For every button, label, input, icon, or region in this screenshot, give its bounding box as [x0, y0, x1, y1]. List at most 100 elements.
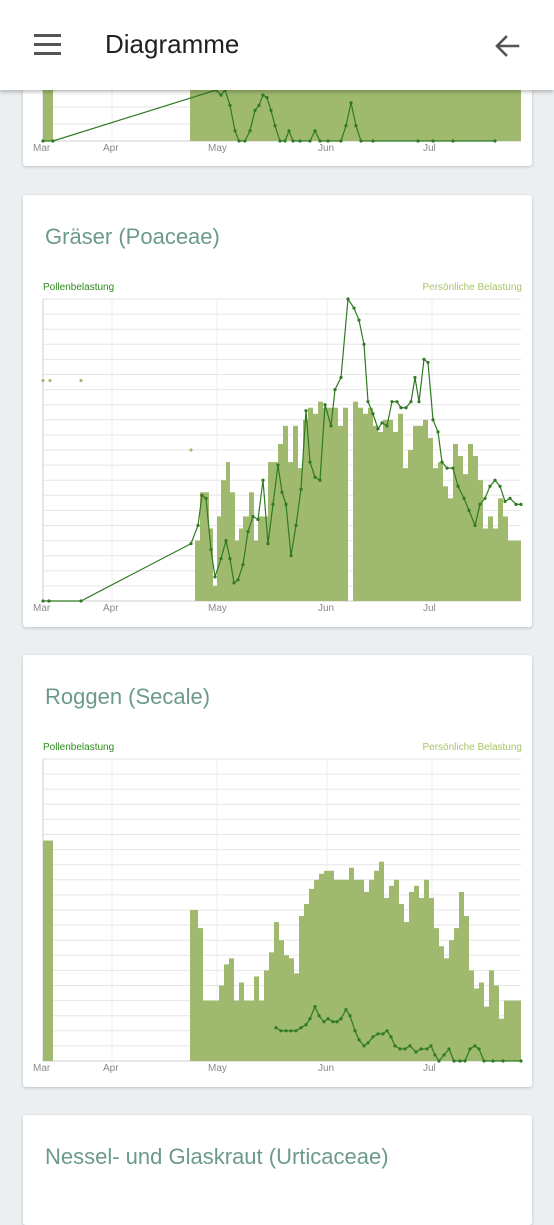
bar [229, 958, 234, 1061]
data-point [478, 502, 482, 506]
data-point [399, 406, 403, 410]
data-point [284, 1029, 288, 1033]
data-point [483, 496, 487, 500]
bar [259, 1000, 264, 1061]
data-point [209, 548, 213, 552]
data-point [357, 1038, 361, 1042]
bar [209, 1000, 214, 1061]
bar [424, 879, 429, 1061]
bar [383, 419, 388, 601]
data-point [339, 139, 343, 143]
data-point [291, 139, 295, 143]
x-tick-label: Jul [423, 1063, 436, 1074]
data-point [447, 1047, 451, 1051]
data-point [348, 1014, 352, 1018]
bar [283, 425, 288, 601]
data-point [445, 466, 449, 470]
line-series [41, 297, 523, 603]
x-tick-label: Jul [423, 603, 436, 614]
bar [463, 474, 468, 601]
data-point [41, 599, 45, 603]
bar [494, 985, 499, 1061]
data-point [498, 484, 502, 488]
data-point [385, 424, 389, 428]
bar [279, 940, 284, 1061]
bar [509, 1000, 521, 1061]
data-point [256, 517, 260, 522]
data-point [452, 1059, 456, 1063]
bar [454, 928, 459, 1061]
data-point [408, 1044, 412, 1048]
arrow-back-icon[interactable] [492, 31, 522, 61]
data-point [422, 357, 426, 361]
bar [274, 922, 279, 1061]
data-point [253, 108, 257, 112]
data-point [473, 1044, 477, 1048]
data-point [451, 466, 455, 470]
bar [344, 879, 349, 1061]
bar [354, 879, 359, 1061]
bar [349, 867, 354, 1061]
data-point [359, 139, 363, 143]
bar [433, 468, 438, 601]
bar [369, 879, 374, 1061]
bar [363, 413, 368, 601]
data-point [287, 129, 291, 133]
bar [414, 885, 419, 1061]
data-point [458, 1059, 462, 1063]
data-point [344, 124, 348, 128]
data-point [398, 1047, 402, 1051]
bar-series [43, 90, 521, 141]
bar [284, 955, 289, 1061]
data-point [353, 1029, 357, 1033]
data-point [241, 563, 245, 567]
bar [239, 528, 243, 601]
data-point [473, 523, 477, 528]
page-title: Diagramme [105, 29, 240, 59]
x-tick-label: May [208, 1063, 227, 1074]
bar [399, 903, 404, 1061]
bar [338, 425, 343, 601]
data-point [47, 599, 51, 603]
bar [419, 897, 424, 1061]
bar [244, 1000, 249, 1061]
data-point [224, 539, 228, 543]
bar [324, 870, 329, 1061]
bar [319, 873, 324, 1061]
bar [478, 480, 483, 601]
bar [483, 528, 488, 601]
bar [289, 958, 294, 1061]
data-point [236, 578, 240, 582]
menu-icon[interactable] [34, 34, 62, 56]
bar [214, 1000, 219, 1061]
data-point [409, 400, 413, 404]
chart-card-nessel: Nessel- und Glaskraut (Urticaceae) [23, 1115, 532, 1225]
data-point [318, 478, 322, 482]
data-point [313, 129, 317, 133]
bar [449, 940, 454, 1061]
data-point [232, 581, 236, 585]
bar [239, 982, 244, 1061]
personal-marker [48, 378, 52, 383]
data-point [426, 360, 430, 365]
bar [499, 1018, 504, 1061]
bar [195, 540, 200, 601]
data-point [429, 1044, 433, 1048]
data-point [417, 400, 421, 404]
chart-card-graeser: Gräser (Poaceae) Pollenbelastung Persönl… [23, 195, 532, 627]
app-bar: Diagramme [0, 0, 554, 90]
bar [235, 540, 239, 601]
data-point [41, 139, 45, 143]
bar [234, 1000, 239, 1061]
data-point [228, 103, 232, 107]
data-point [482, 1059, 486, 1063]
data-point [271, 502, 275, 506]
data-point [393, 1044, 397, 1048]
bar [409, 891, 414, 1061]
data-point [451, 139, 455, 143]
data-point [433, 1053, 437, 1057]
data-point [200, 493, 204, 497]
data-point [304, 1023, 308, 1027]
bar [384, 897, 389, 1061]
bar [379, 861, 384, 1061]
